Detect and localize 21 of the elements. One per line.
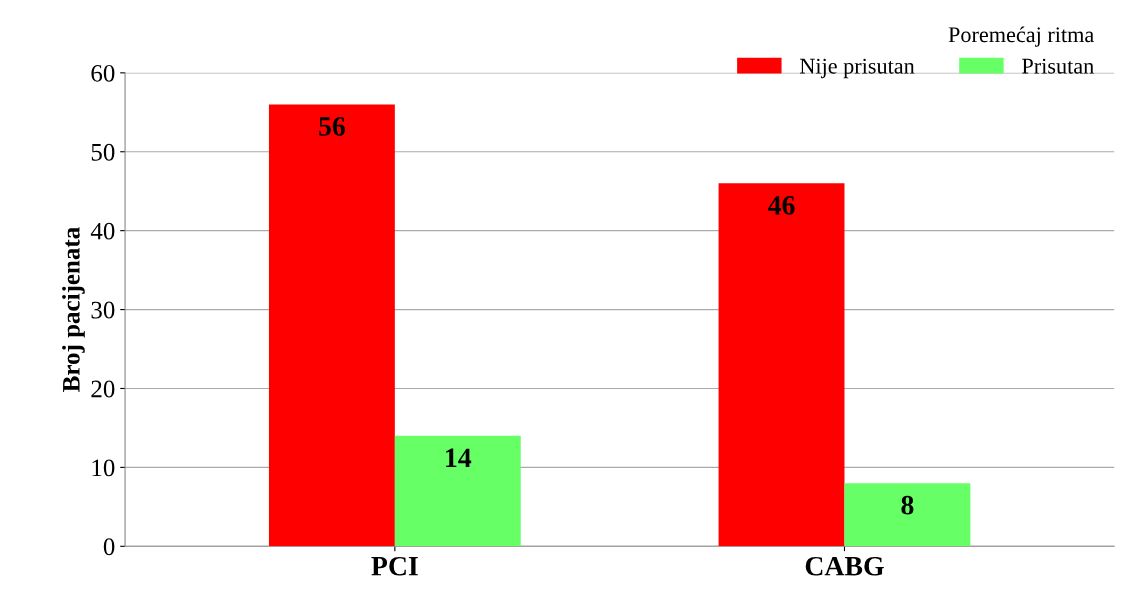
legend-label: Prisutan [1022, 58, 1094, 74]
data-label: 56 [319, 117, 345, 136]
data-label: 46 [768, 196, 795, 215]
y-tick-label: 50 [91, 143, 115, 161]
y-tick-label: 30 [91, 301, 115, 319]
x-tick-label: CABG [805, 556, 884, 576]
legend-title: Poremećaj ritma [948, 26, 1094, 47]
data-label: 14 [446, 448, 472, 467]
y-tick-label: 10 [92, 459, 115, 477]
y-tick-label: 20 [91, 380, 115, 398]
bar [718, 183, 845, 547]
y-tick-label: 40 [90, 222, 115, 240]
bar [844, 483, 971, 547]
bar [268, 104, 395, 547]
data-label: 8 [901, 495, 914, 515]
y-tick-label: 0 [103, 538, 115, 556]
legend-label: Nije prisutan [799, 58, 915, 79]
x-tick-label: PCI [371, 556, 418, 576]
bar [394, 435, 521, 547]
y-axis-title: Broj pacijenata [62, 227, 85, 392]
y-tick-label: 60 [91, 64, 115, 82]
